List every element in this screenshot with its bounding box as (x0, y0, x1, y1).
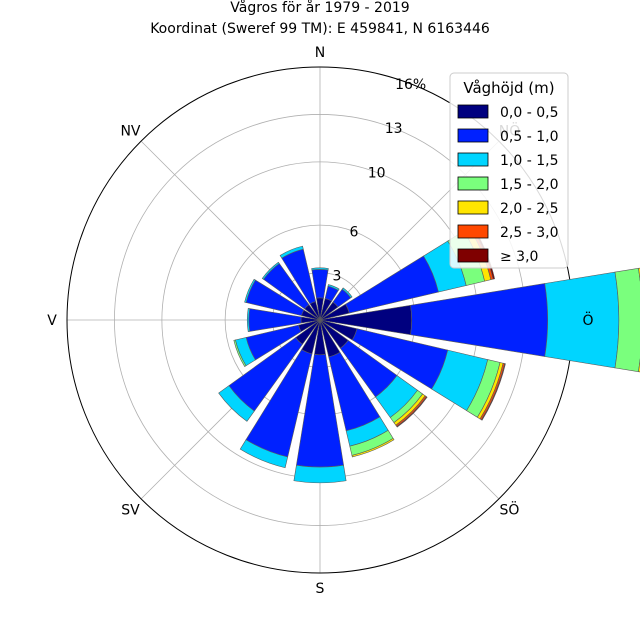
rose-bar-segment (327, 284, 340, 291)
legend-entry-label: 0,5 - 1,0 (500, 129, 558, 145)
legend-entry-label: 0,0 - 0,5 (500, 105, 558, 121)
rose-bar-segment (233, 339, 247, 367)
rose-bar-segment (311, 269, 329, 299)
rose-bar-segment (614, 267, 640, 373)
rose-bar-segment (293, 464, 347, 484)
rose-bar-segment (351, 437, 395, 458)
direction-label: SÖ (500, 501, 520, 519)
radial-tick-label: 6 (350, 224, 359, 240)
direction-label: Ö (582, 311, 593, 329)
legend-swatch (457, 176, 489, 191)
legend-entry-label: 1,5 - 2,0 (500, 177, 558, 193)
legend-swatch (457, 152, 489, 167)
rose-bar-segment (246, 307, 251, 333)
rose-bar-segment (218, 385, 255, 422)
legend-swatch (457, 224, 489, 239)
rose-bar-segment (410, 283, 548, 357)
legend-swatch (457, 248, 489, 263)
chart-subtitle: Koordinat (Sweref 99 TM): E 459841, N 61… (150, 21, 490, 37)
direction-label: S (316, 581, 325, 597)
radial-tick-label: 3 (333, 269, 342, 285)
legend: Våghöjd (m) 0,0 - 0,5 0,5 - 1,0 1,0 - 1,5 1,… (449, 72, 569, 269)
legend-entry-label: 2,0 - 2,5 (500, 201, 558, 217)
legend-box (449, 72, 569, 269)
legend-swatch (457, 128, 489, 143)
rose-bar-segment (261, 261, 280, 280)
rose-bar-segment (244, 278, 256, 303)
radial-tick-label: 10 (368, 165, 386, 181)
rose-bar-segment (239, 439, 289, 469)
rose-bar-segment (279, 245, 304, 259)
rose-bar-segment (480, 363, 506, 421)
rose-bar-segment (341, 287, 353, 299)
legend-entry-label: 1,0 - 1,5 (500, 153, 558, 169)
rose-bar-segment (396, 396, 428, 428)
rose-bar-segment (311, 267, 329, 271)
direction-label: SV (121, 503, 140, 519)
direction-label: V (47, 313, 57, 329)
legend-title: Våghöjd (m) (463, 79, 554, 97)
direction-label: NV (120, 123, 140, 139)
legend-entry-label: ≥ 3,0 (500, 249, 538, 265)
chart-title: Vågros för år 1979 - 2019 (230, 0, 409, 16)
direction-label: N (315, 45, 325, 61)
legend-entry-label: 2,5 - 3,0 (500, 225, 558, 241)
radial-tick-label: 13 (385, 121, 403, 137)
rose-bars (218, 225, 640, 484)
legend-swatch (457, 200, 489, 215)
legend-swatch (457, 104, 489, 119)
radial-tick-label: 16% (395, 77, 426, 93)
